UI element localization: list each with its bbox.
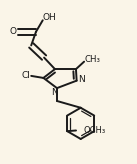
Text: OCH₃: OCH₃ bbox=[84, 126, 106, 135]
Text: CH₃: CH₃ bbox=[85, 55, 101, 64]
Text: N: N bbox=[78, 75, 85, 84]
Text: OH: OH bbox=[43, 13, 56, 22]
Text: Cl: Cl bbox=[21, 71, 30, 80]
Text: O: O bbox=[10, 27, 17, 36]
Text: N: N bbox=[52, 88, 58, 97]
